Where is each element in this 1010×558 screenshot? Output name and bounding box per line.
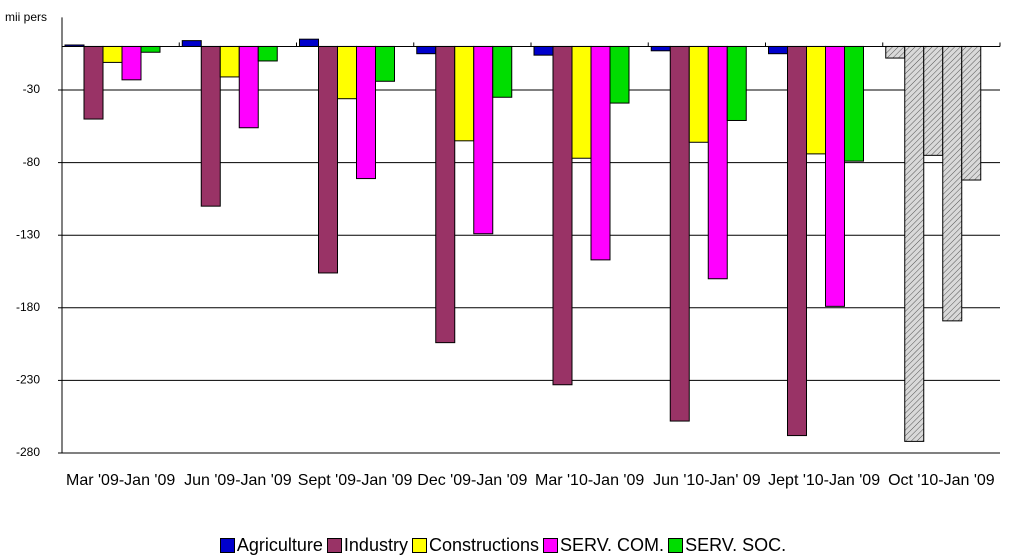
x-tick-label: Sept '09-Jan '09 xyxy=(297,472,413,489)
x-tick-label: Jun '10-Jan' 09 xyxy=(653,472,761,489)
bar xyxy=(885,45,906,59)
bar xyxy=(121,45,142,81)
legend-swatch xyxy=(543,538,559,553)
legend-item: Constructions xyxy=(411,535,540,556)
bar xyxy=(181,40,202,47)
bar xyxy=(140,45,161,53)
bar xyxy=(688,45,709,143)
bar xyxy=(650,45,671,52)
bar xyxy=(571,45,592,159)
bar xyxy=(257,45,278,62)
legend-swatch xyxy=(668,538,684,553)
x-tick-label: Mar '10-Jan '09 xyxy=(534,472,645,489)
bar xyxy=(299,38,319,47)
legend-swatch xyxy=(219,538,235,553)
legend-item: Agriculture xyxy=(219,535,323,556)
bar xyxy=(219,45,240,78)
bar xyxy=(492,45,513,98)
bar xyxy=(200,45,221,207)
y-tick-label: -180 xyxy=(16,300,40,314)
bar xyxy=(552,45,573,386)
y-tick-label: -80 xyxy=(23,155,41,169)
legend-swatch xyxy=(411,538,427,553)
bar xyxy=(726,45,747,121)
legend-swatch xyxy=(326,538,342,553)
legend: Agriculture Industry Constructions SERV. CO… xyxy=(0,535,1010,556)
bar xyxy=(238,45,259,129)
bar xyxy=(825,45,845,307)
y-tick-label: -230 xyxy=(16,373,40,387)
y-axis-label: mii pers xyxy=(5,10,47,24)
plot: mii pers -30 -80 -130 -180 -230 -280 xyxy=(5,10,1001,459)
bar xyxy=(356,45,376,180)
bar xyxy=(416,45,437,55)
bar xyxy=(435,45,456,344)
bar xyxy=(768,45,788,55)
x-tick-label: Oct '10-Jan '09 xyxy=(888,472,995,489)
bar xyxy=(806,45,826,155)
y-tick-label: -30 xyxy=(23,82,41,96)
bar xyxy=(844,45,864,162)
bar xyxy=(533,45,554,56)
x-tick-label: Mar '09-Jan '09 xyxy=(65,472,176,489)
bar xyxy=(609,45,630,104)
legend-item: SERV. SOC. xyxy=(668,535,786,556)
bar xyxy=(923,45,944,156)
bar xyxy=(473,45,494,235)
bar xyxy=(83,45,104,120)
legend-label: Industry xyxy=(343,535,408,555)
bar xyxy=(707,45,728,280)
bar xyxy=(669,45,690,422)
legend-label: Agriculture xyxy=(236,535,323,555)
legend-label: SERV. SOC. xyxy=(685,535,787,555)
bar xyxy=(375,45,395,82)
bar xyxy=(337,45,357,100)
x-tick-label: Jun '09-Jan '09 xyxy=(184,472,292,489)
legend-item: Industry xyxy=(326,535,408,556)
bar xyxy=(961,45,982,181)
bar xyxy=(590,45,611,261)
x-tick-label: Jept '10-Jan '09 xyxy=(768,472,881,489)
bar xyxy=(942,45,963,322)
legend-label: SERV. COM. xyxy=(560,535,665,555)
bar xyxy=(318,45,338,274)
y-tick-label: -130 xyxy=(16,227,40,241)
y-tick-label: -280 xyxy=(16,445,40,459)
x-tick-label: Dec '09-Jan '09 xyxy=(417,472,528,489)
bar xyxy=(102,45,123,63)
legend-item: SERV. COM. xyxy=(543,535,664,556)
bar xyxy=(904,45,925,442)
bar xyxy=(454,45,475,142)
legend-label: Constructions xyxy=(428,535,540,555)
bar xyxy=(787,45,807,437)
